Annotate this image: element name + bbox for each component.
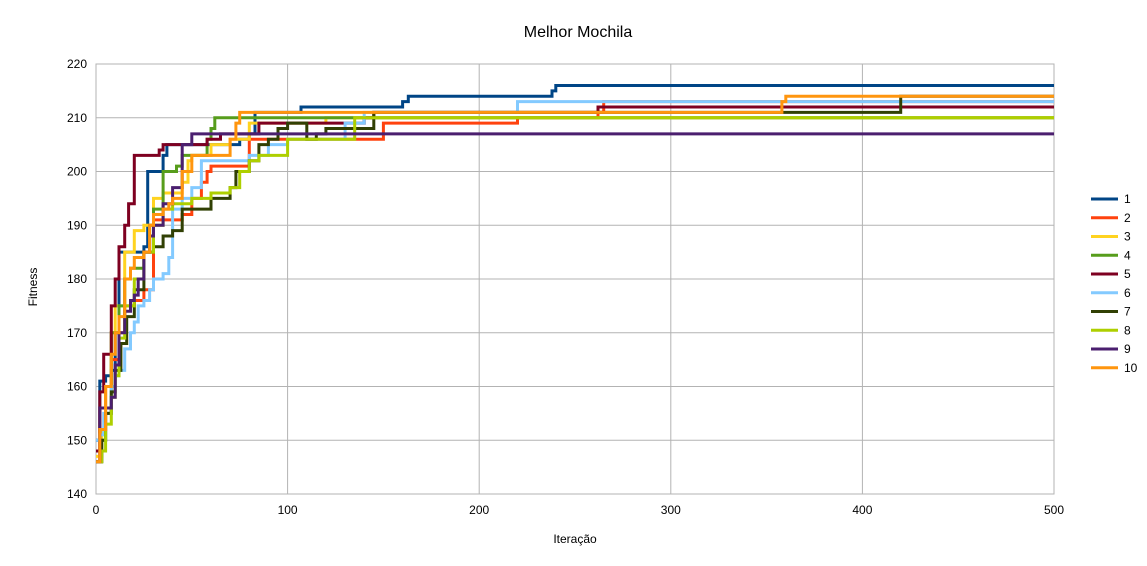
legend-label-6: 6 [1124, 286, 1131, 300]
y-tick-label: 180 [67, 272, 87, 286]
chart-title: Melhor Mochila [524, 24, 633, 41]
x-tick-label: 300 [661, 503, 681, 517]
y-tick-label: 140 [67, 487, 87, 501]
x-axis-ticks: 0 100 200 300 400 500 [93, 503, 1065, 517]
gridlines [95, 63, 1055, 495]
series-layer [96, 84, 1054, 464]
series-line-10 [96, 94, 1054, 464]
x-tick-label: 0 [93, 503, 100, 517]
plot-area [95, 63, 1055, 495]
legend: 1 2 3 4 5 6 7 8 9 10 [1091, 192, 1138, 375]
legend-label-9: 9 [1124, 342, 1131, 356]
series-line-4 [96, 116, 1054, 464]
legend-label-1: 1 [1124, 192, 1131, 206]
y-tick-label: 150 [67, 433, 87, 447]
y-axis-ticks: 140 150 160 170 180 190 200 210 220 [67, 57, 87, 501]
x-tick-label: 500 [1044, 503, 1064, 517]
legend-label-4: 4 [1124, 248, 1131, 262]
legend-label-5: 5 [1124, 267, 1131, 281]
x-tick-label: 100 [278, 503, 298, 517]
legend-label-7: 7 [1124, 305, 1131, 319]
x-tick-label: 400 [852, 503, 872, 517]
series-line-6 [96, 100, 1054, 442]
series-line-3 [96, 116, 1054, 458]
legend-label-10: 10 [1124, 361, 1138, 375]
y-tick-label: 220 [67, 57, 87, 71]
series-line-7 [96, 94, 1054, 464]
y-tick-label: 170 [67, 326, 87, 340]
y-tick-label: 200 [67, 165, 87, 179]
y-tick-label: 190 [67, 218, 87, 232]
legend-label-2: 2 [1124, 211, 1131, 225]
series-line-2 [96, 100, 1054, 464]
x-axis-label: Iteração [553, 532, 597, 546]
y-tick-label: 160 [67, 380, 87, 394]
x-tick-label: 200 [469, 503, 489, 517]
series-line-8 [96, 116, 1054, 464]
y-tick-label: 210 [67, 111, 87, 125]
y-axis-label: Fitness [26, 268, 40, 307]
legend-label-3: 3 [1124, 230, 1131, 244]
legend-label-8: 8 [1124, 323, 1131, 337]
